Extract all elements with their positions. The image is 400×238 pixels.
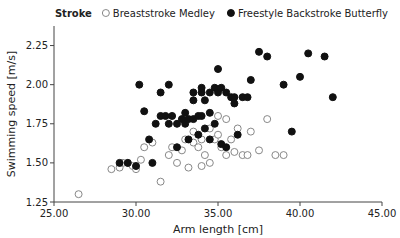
x-tick	[136, 202, 137, 206]
point	[124, 159, 131, 166]
x-tick-label: 35.00	[204, 208, 233, 219]
y-tick	[50, 84, 54, 85]
point	[244, 152, 251, 159]
point	[165, 152, 172, 159]
point	[152, 120, 159, 127]
y-tick	[50, 202, 54, 203]
point	[146, 136, 153, 143]
point	[206, 136, 213, 143]
legend-label: Freestyle Backstroke Butterfly	[238, 8, 388, 19]
point	[165, 120, 172, 127]
point	[174, 159, 181, 166]
point	[231, 148, 238, 155]
y-tick	[50, 162, 54, 163]
point	[185, 164, 192, 171]
point	[198, 84, 205, 91]
point	[190, 97, 197, 104]
point	[215, 66, 222, 73]
x-tick-label: 25.00	[40, 208, 69, 219]
x-tick	[300, 202, 301, 206]
point	[137, 156, 144, 163]
point	[256, 48, 263, 55]
point	[190, 89, 197, 96]
point	[141, 144, 148, 151]
point	[108, 166, 115, 173]
legend: Stroke Breaststroke Medley Freestyle Backs…	[55, 8, 388, 19]
x-tick-label: 40.00	[286, 208, 315, 219]
point	[215, 112, 222, 119]
point	[223, 144, 230, 151]
point	[234, 131, 241, 138]
point	[244, 94, 251, 101]
point	[169, 112, 176, 119]
point	[185, 136, 192, 143]
point	[321, 53, 328, 60]
point	[211, 120, 218, 127]
point	[201, 97, 208, 104]
point	[272, 152, 279, 159]
point	[198, 112, 205, 119]
point	[124, 159, 131, 166]
point	[174, 144, 181, 151]
point	[280, 152, 287, 159]
point	[157, 89, 164, 96]
x-tick	[54, 202, 55, 206]
series-1	[116, 48, 336, 169]
y-tick	[50, 45, 54, 46]
point	[231, 100, 238, 107]
legend-label: Breaststroke Medley	[113, 8, 215, 19]
y-tick-label: 1.50	[26, 157, 48, 168]
point	[206, 109, 213, 116]
y-tick	[50, 123, 54, 124]
point	[264, 53, 271, 60]
point	[162, 112, 169, 119]
point	[201, 152, 208, 159]
point	[223, 116, 230, 123]
point	[198, 163, 205, 170]
point	[256, 147, 263, 154]
point	[206, 159, 213, 166]
y-tick-label: 1.75	[26, 118, 48, 129]
point	[116, 159, 123, 166]
point	[136, 81, 143, 88]
point	[329, 94, 336, 101]
point	[280, 81, 287, 88]
point	[157, 178, 164, 185]
y-axis-line	[54, 26, 55, 202]
point	[223, 152, 230, 159]
point	[195, 144, 202, 151]
x-axis-label: Arm length [cm]	[173, 223, 263, 236]
point	[305, 50, 312, 57]
legend-marker	[227, 10, 234, 17]
chart: 25.00 30.00 35.00 40.00 45.00 1.25 1.50 1.75 2.0…	[0, 0, 400, 238]
point	[228, 136, 235, 143]
point	[195, 131, 202, 138]
x-tick	[218, 202, 219, 206]
series-0	[75, 112, 287, 197]
point	[165, 81, 172, 88]
point	[149, 159, 156, 166]
point	[288, 128, 295, 135]
point	[141, 108, 148, 115]
point	[201, 125, 208, 132]
point	[215, 131, 222, 138]
x-tick	[382, 202, 383, 206]
point	[75, 191, 82, 198]
point	[297, 73, 304, 80]
y-tick-label: 1.25	[26, 197, 48, 208]
x-tick-label: 45.00	[368, 208, 397, 219]
y-tick-label: 2.00	[26, 79, 48, 90]
point	[133, 163, 140, 170]
y-axis-label: Swimming speed [m/s]	[5, 51, 18, 177]
legend-marker	[102, 10, 109, 17]
y-tick-label: 2.25	[26, 40, 48, 51]
legend-title: Stroke	[55, 8, 92, 19]
point	[247, 76, 254, 83]
point	[264, 116, 271, 123]
point	[247, 128, 254, 135]
plot-area	[75, 48, 336, 197]
x-tick-label: 30.00	[122, 208, 151, 219]
